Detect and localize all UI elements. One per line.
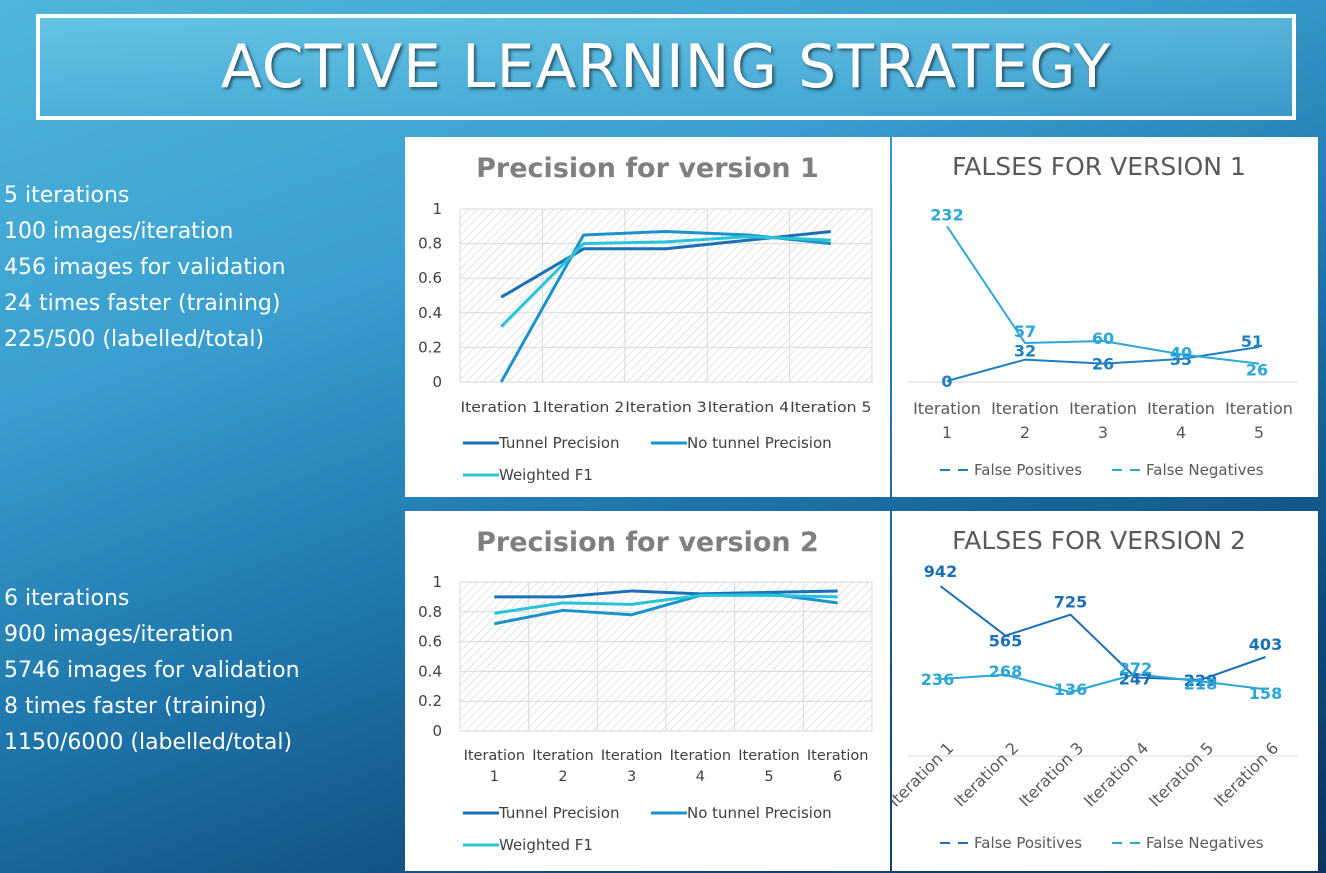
- y-tick-label: 0: [432, 722, 442, 740]
- y-tick-label: 1: [432, 200, 442, 218]
- data-label: 32: [1014, 342, 1036, 361]
- x-tick-label: Iteration 5: [738, 748, 800, 785]
- stat-line: 5 iterations: [4, 183, 130, 208]
- legend-label-weighted-f1: Weighted F1: [499, 466, 593, 484]
- legend-label-no-tunnel-precision: No tunnel Precision: [687, 434, 832, 452]
- x-tick-label: Iteration 4: [1080, 738, 1152, 810]
- x-tick-label: Iteration 2: [543, 400, 624, 416]
- x-tick-label: Iteration 5: [1225, 399, 1293, 442]
- y-tick-label: 0.8: [418, 603, 442, 621]
- data-label: 33: [1170, 350, 1192, 369]
- precision-v1-chart: Precision for version 1 0 0.2 0.4 0.6 0.8 1 Ite…: [405, 137, 890, 497]
- data-label: 60: [1092, 329, 1114, 348]
- x-tick-label: Iteration 3: [601, 748, 663, 785]
- y-tick-label: 0.4: [418, 662, 442, 680]
- x-tick-label: Iteration 1: [892, 738, 957, 810]
- x-tick-label: Iteration 4: [670, 748, 732, 785]
- x-tick-label: Iteration 6: [1210, 738, 1282, 810]
- x-tick-label: Iteration 5: [790, 400, 871, 416]
- data-label: 26: [1246, 361, 1268, 380]
- x-tick-label: Iteration 3: [1069, 399, 1137, 442]
- data-label: 229: [1184, 671, 1217, 690]
- stat-line: 100 images/iteration: [4, 219, 234, 244]
- data-label: 725: [1054, 593, 1087, 612]
- x-tick-label: Iteration 1: [464, 748, 526, 785]
- stat-line: 5746 images for validation: [4, 658, 300, 683]
- stat-line: 6 iterations: [4, 586, 130, 611]
- legend-label-false-negatives: False Negatives: [1146, 461, 1264, 479]
- x-tick-label: Iteration 6: [807, 748, 869, 785]
- data-label: 40: [1170, 343, 1192, 362]
- data-label: 236: [921, 670, 954, 689]
- data-label: 247: [1119, 670, 1152, 689]
- series-line-tunnel-precision: [494, 589, 838, 599]
- x-tick-label: Iteration 2: [950, 738, 1022, 810]
- y-tick-label: 0.8: [418, 235, 442, 253]
- chart-title: Precision for version 1: [476, 153, 819, 184]
- title-banner: ACTIVE LEARNING STRATEGY: [36, 14, 1296, 120]
- x-tick-label: Iteration 1: [461, 400, 542, 416]
- precision-v2-chart: Precision for version 2 0 0.2 0.4 0.6 0.8 1 Ite…: [405, 511, 890, 871]
- stat-line: 900 images/iteration: [4, 622, 234, 647]
- series-line-false-positives: [946, 345, 1260, 382]
- data-label: 51: [1241, 332, 1263, 351]
- chart-svg: Precision for version 1 0 0.2 0.4 0.6 0.8 1 Ite…: [418, 153, 873, 484]
- series-line-false-negatives: [940, 673, 1266, 694]
- chart-title: Precision for version 2: [476, 527, 819, 558]
- y-tick-label: 1: [432, 573, 442, 591]
- chart-svg: Precision for version 2 0 0.2 0.4 0.6 0.8 1 Ite…: [418, 527, 873, 854]
- stat-line: 225/500 (labelled/total): [4, 327, 265, 352]
- x-tick-label: Iteration 5: [1145, 738, 1217, 810]
- data-label: 26: [1092, 355, 1114, 374]
- chart-svg: FALSES FOR VERSION 2 942 565 725 247 229 403 23…: [892, 526, 1298, 852]
- stat-line: 24 times faster (training): [4, 291, 281, 316]
- legend-label-tunnel-precision: Tunnel Precision: [498, 434, 620, 452]
- legend-label-false-positives: False Positives: [974, 461, 1082, 479]
- data-label: 403: [1249, 635, 1282, 654]
- legend-label-tunnel-precision: Tunnel Precision: [498, 804, 620, 822]
- chart-title: FALSES FOR VERSION 2: [952, 526, 1246, 555]
- data-label: 158: [1249, 684, 1282, 703]
- data-label: 136: [1054, 680, 1087, 699]
- y-tick-label: 0: [432, 373, 442, 391]
- stat-line: 1150/6000 (labelled/total): [4, 730, 293, 755]
- data-label: 268: [989, 662, 1022, 681]
- x-tick-label: Iteration 4: [708, 400, 789, 416]
- y-tick-label: 0.6: [418, 633, 442, 651]
- series-line-weighted-f1: [494, 593, 838, 615]
- legend-label-no-tunnel-precision: No tunnel Precision: [687, 804, 832, 822]
- data-label: 942: [924, 562, 957, 581]
- page-title: ACTIVE LEARNING STRATEGY: [220, 32, 1112, 102]
- legend-label-false-positives: False Positives: [974, 834, 1082, 852]
- stat-line: 456 images for validation: [4, 255, 286, 280]
- x-tick-label: Iteration 1: [913, 399, 981, 442]
- falses-v2-chart: FALSES FOR VERSION 2 942 565 725 247 229 403 23…: [892, 511, 1318, 871]
- y-tick-label: 0.2: [418, 692, 442, 710]
- x-tick-label: Iteration 3: [625, 400, 706, 416]
- y-tick-label: 0.4: [418, 304, 442, 322]
- y-tick-label: 0.2: [418, 338, 442, 356]
- x-tick-label: Iteration 2: [532, 748, 594, 785]
- data-label: 0: [941, 372, 952, 391]
- chart-title: FALSES FOR VERSION 1: [952, 152, 1246, 181]
- data-label: 565: [989, 632, 1022, 651]
- chart-svg: FALSES FOR VERSION 1 0 32 26 33 51 232 57 60 40 26…: [908, 152, 1298, 479]
- falses-v1-chart: FALSES FOR VERSION 1 0 32 26 33 51 232 57 60 40 26…: [892, 137, 1318, 497]
- data-label: 218: [1184, 674, 1217, 693]
- x-tick-label: Iteration 2: [991, 399, 1059, 442]
- series-line-false-positives: [939, 585, 1266, 681]
- y-tick-label: 0.6: [418, 269, 442, 287]
- data-label: 232: [930, 205, 963, 224]
- legend-label-false-negatives: False Negatives: [1146, 834, 1264, 852]
- legend-label-weighted-f1: Weighted F1: [499, 836, 593, 854]
- stats-version-1: 5 iterations 100 images/iteration 456 im…: [4, 178, 286, 358]
- series-line-false-negatives: [946, 225, 1260, 365]
- data-label: 272: [1119, 659, 1152, 678]
- x-tick-label: Iteration 3: [1015, 738, 1087, 810]
- stat-line: 8 times faster (training): [4, 694, 267, 719]
- x-tick-label: Iteration 4: [1147, 399, 1215, 442]
- stats-version-2: 6 iterations 900 images/iteration 5746 i…: [4, 581, 300, 761]
- series-line-weighted-f1: [500, 235, 831, 328]
- data-label: 57: [1014, 322, 1036, 341]
